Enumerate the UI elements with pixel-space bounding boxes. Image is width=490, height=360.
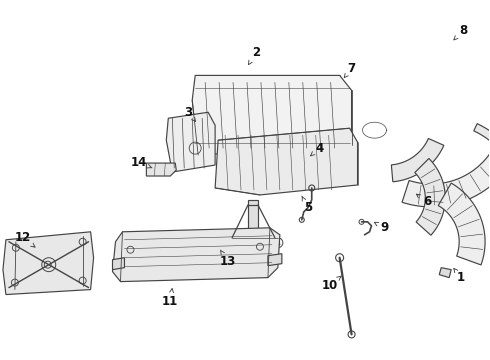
Text: 9: 9 [374,221,389,234]
Text: 12: 12 [15,231,35,247]
Text: 13: 13 [220,250,236,268]
Text: 5: 5 [302,196,312,215]
Text: 3: 3 [184,106,196,121]
Polygon shape [215,128,358,195]
Polygon shape [192,75,352,155]
Polygon shape [113,258,124,270]
Polygon shape [415,158,445,235]
Polygon shape [392,139,444,182]
Text: 1: 1 [454,269,465,284]
Text: 14: 14 [130,156,152,168]
Polygon shape [226,235,280,245]
Polygon shape [474,123,490,205]
Polygon shape [402,134,490,207]
Text: 7: 7 [344,62,356,78]
Polygon shape [166,112,215,172]
Text: 10: 10 [321,276,341,292]
Polygon shape [467,238,479,258]
Polygon shape [113,228,280,282]
Text: 11: 11 [162,289,178,308]
Polygon shape [438,183,485,265]
Polygon shape [248,200,258,230]
Polygon shape [3,232,94,294]
Text: 4: 4 [311,141,324,156]
Polygon shape [439,268,451,278]
Polygon shape [268,254,282,266]
Text: 2: 2 [248,46,260,65]
Polygon shape [147,163,176,176]
Text: 8: 8 [454,24,467,40]
Text: 6: 6 [416,194,431,208]
